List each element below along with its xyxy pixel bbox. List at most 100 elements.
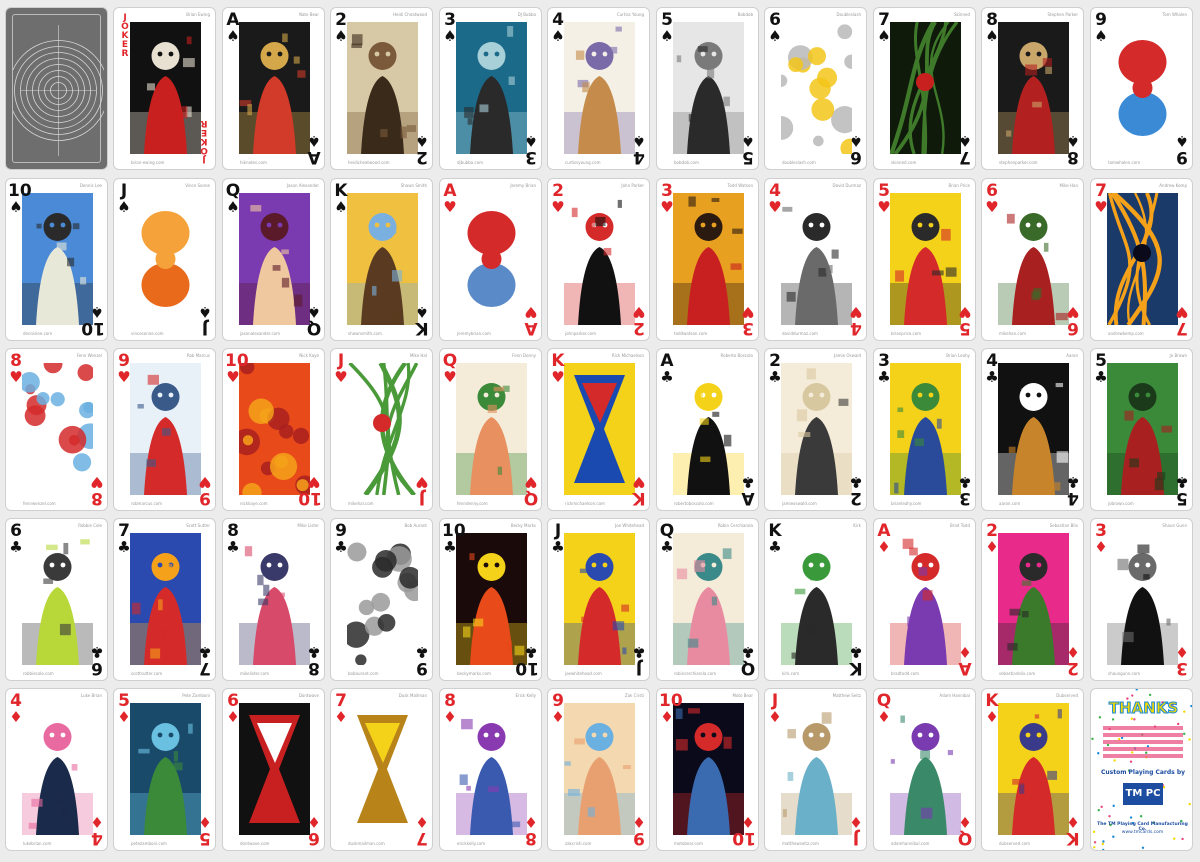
card-6-of-spades[interactable]: Doubleslash doubleslash.com 6 ♠ 6 ♠: [764, 7, 867, 170]
card-index-tl: 9 ♠: [1093, 12, 1109, 44]
card-10-of-spades[interactable]: Dennis Lee dennislee.com 10 ♠ 10 ♠: [5, 178, 108, 341]
card-10-of-diamonds[interactable]: Moto Bear motobear.com 10 ♦ 10 ♦: [656, 688, 759, 851]
card-6-of-diamonds[interactable]: Dontwave dontwave.com 6 ♦ 6 ♦: [222, 688, 325, 851]
card-5-of-spades[interactable]: Bobdob bobdob.com 5 ♠ 5 ♠: [656, 7, 759, 170]
card-7-of-clubs[interactable]: Scott Sutter scottsutter.com 7 ♣ 7 ♣: [113, 518, 216, 681]
card-rank: 10: [659, 691, 683, 711]
card-rank: 7: [118, 521, 130, 541]
artist-site: petezamboni.com: [131, 841, 167, 846]
card-3-of-spades[interactable]: DJ Bubba djbubba.com 3 ♠ 3 ♠: [439, 7, 542, 170]
artist-name: Rob Marcus: [186, 353, 210, 358]
card-3-of-hearts[interactable]: Todd Watson toddwatson.com 3 ♥ 3 ♥: [656, 178, 759, 341]
card-2-of-spades[interactable]: Heidi Cheatwood heidicheatwood.com 2 ♠ 2 ♠: [330, 7, 433, 170]
card-rank: 10: [8, 181, 32, 201]
card-4-of-hearts[interactable]: David Durmaz daviddurmaz.com 4 ♥ 4 ♥: [764, 178, 867, 341]
artist-site: hiknates.com: [240, 160, 267, 165]
card-j-of-spades[interactable]: Vince Sonne vincesonne.com J ♠ J ♠: [113, 178, 216, 341]
card-7-of-spades[interactable]: Skinned skinned.com 7 ♠ 7 ♠: [873, 7, 976, 170]
card-2-of-hearts[interactable]: John Parker johnparker.com 2 ♥ 2 ♥: [547, 178, 650, 341]
artist-site: rickmichaelson.com: [565, 501, 605, 506]
card-k-of-hearts[interactable]: Rick Michaelson rickmichaelson.com K ♥ K ♥: [547, 348, 650, 511]
card-6-of-clubs[interactable]: Robbie Cole robbiecole.com 6 ♣ 6 ♣: [5, 518, 108, 681]
card-index-br: 9 ♦: [631, 813, 647, 848]
card-8-of-hearts[interactable]: Fenn Wenzel fennwenzel.com 8 ♥ 8 ♥: [5, 348, 108, 511]
thanks-card[interactable]: THANKS Custom Playing Cards by TM PC The TM…: [1090, 688, 1193, 851]
card-artwork: [239, 533, 310, 665]
spade-icon: ♠: [632, 132, 646, 150]
card-4-of-clubs[interactable]: Aaron aaron.com 4 ♣ 4 ♣: [981, 348, 1084, 511]
card-back[interactable]: [5, 7, 108, 170]
card-4-of-spades[interactable]: Curtiss Young curtissyoung.com 4 ♠ 4 ♠: [547, 7, 650, 170]
card-3-of-clubs[interactable]: Brian Leahy brianleahy.com 3 ♣ 3 ♣: [873, 348, 976, 511]
card-index-br: 8 ♥: [89, 473, 105, 508]
card-4-of-diamonds[interactable]: Luke Brian lukebrian.com 4 ♦ 4 ♦: [5, 688, 108, 851]
card-8-of-spades[interactable]: Stephen Parker stephenparker.com 8 ♠ 8 ♠: [981, 7, 1084, 170]
card-rank: 3: [878, 351, 890, 371]
club-icon: ♣: [334, 538, 348, 556]
card-index-tl: K ♦: [984, 693, 1000, 725]
card-5-of-diamonds[interactable]: Pete Zamboni petezamboni.com 5 ♦ 5 ♦: [113, 688, 216, 851]
heart-icon: ♥: [334, 368, 348, 386]
card-2-of-clubs[interactable]: Jamie Oswald jamieoswald.com 2 ♣ 2 ♣: [764, 348, 867, 511]
card-rank: Q: [957, 828, 973, 848]
artist-site: adamhannibal.com: [891, 841, 930, 846]
card-9-of-hearts[interactable]: Rob Marcus robmarcus.com 9 ♥ 9 ♥: [113, 348, 216, 511]
card-2-of-diamonds[interactable]: Sebastian Blix sebastianblix.com 2 ♦ 2 ♦: [981, 518, 1084, 681]
artist-site: zakcristi.com: [565, 841, 592, 846]
card-5-of-clubs[interactable]: Jo Brown jobrown.com 5 ♣ 5 ♣: [1090, 348, 1193, 511]
artist-site: vincesonne.com: [131, 331, 164, 336]
card-q-of-spades[interactable]: Jason Alexander jasonalexander.com Q ♠ Q ♠: [222, 178, 325, 341]
card-index-tl: Q ♦: [876, 693, 892, 725]
card-10-of-clubs[interactable]: Becky Marks beckymarks.com 10 ♣ 10 ♣: [439, 518, 542, 681]
card-10-of-hearts[interactable]: Nick Kaye nickkaye.com 10 ♥ 10 ♥: [222, 348, 325, 511]
card-q-of-hearts[interactable]: Fenn Denny fenndenny.com Q ♥ Q ♥: [439, 348, 542, 511]
card-k-of-clubs[interactable]: Kirk kirk.com K ♣ K ♣: [764, 518, 867, 681]
card-index-br: 5 ♥: [957, 303, 973, 338]
card-7-of-diamonds[interactable]: Dusk Mailman duskmailman.com 7 ♦ 7 ♦: [330, 688, 433, 851]
card-j-of-clubs[interactable]: Joe Whitehead joewhitehead.com J ♣ J ♣: [547, 518, 650, 681]
card-a-of-diamonds[interactable]: Brad Todd bradtodd.com A ♦ A ♦: [873, 518, 976, 681]
card-rank: 10: [442, 521, 466, 541]
card-a-of-hearts[interactable]: Jeremy Brian jeremybrian.com A ♥ A ♥: [439, 178, 542, 341]
card-9-of-diamonds[interactable]: Zak Cristi zakcristi.com 9 ♦ 9 ♦: [547, 688, 650, 851]
card-artwork: [890, 363, 961, 495]
card-joker[interactable]: Brian Ewing brian-ewing.com JOKER JOKER: [113, 7, 216, 170]
card-a-of-spades[interactable]: Nate Bear hiknates.com A ♠ A ♠: [222, 7, 325, 170]
card-artwork: [1107, 533, 1178, 665]
card-k-of-diamonds[interactable]: Dubserved dubserved.com K ♦ K ♦: [981, 688, 1084, 851]
card-7-of-hearts[interactable]: Andrew Kemp andrewkemp.com 7 ♥ 7 ♥: [1090, 178, 1193, 341]
card-rank: 6: [769, 10, 781, 30]
club-icon: ♣: [443, 538, 457, 556]
card-k-of-spades[interactable]: Shawn Smith shawnsmith.com K ♠ K ♠: [330, 178, 433, 341]
artist-name: Jason Alexander: [286, 183, 319, 188]
diamond-icon: ♦: [849, 813, 863, 831]
club-icon: ♣: [741, 473, 755, 491]
card-8-of-clubs[interactable]: Mike Lister mikelister.com 8 ♣ 8 ♣: [222, 518, 325, 681]
card-q-of-clubs[interactable]: Robin Cerchiarola robincerchiarola.com Q ♣ Q…: [656, 518, 759, 681]
card-j-of-hearts[interactable]: Mike Hal mikehal.com J ♥ J ♥: [330, 348, 433, 511]
card-index-br: 2 ♦: [1065, 643, 1081, 678]
card-6-of-hearts[interactable]: Mike Han mikehan.com 6 ♥ 6 ♥: [981, 178, 1084, 341]
club-icon: ♣: [985, 368, 999, 386]
heart-icon: ♥: [307, 473, 321, 491]
card-q-of-diamonds[interactable]: Adam Hannibal adamhannibal.com Q ♦ Q ♦: [873, 688, 976, 851]
card-rank: 7: [959, 147, 971, 167]
card-9-of-clubs[interactable]: Bob Aurant bobaurant.com 9 ♣ 9 ♣: [330, 518, 433, 681]
card-index-tl: 7 ♠: [876, 12, 892, 44]
card-a-of-clubs[interactable]: Roberto Boscolo robertoboscolo.com A ♣ A ♣: [656, 348, 759, 511]
artist-name: Becky Marks: [510, 523, 536, 528]
card-j-of-diamonds[interactable]: Matthew Seitz matthewseitz.com J ♦ J ♦: [764, 688, 867, 851]
artist-name: Luke Brian: [80, 693, 102, 698]
spade-icon: ♠: [90, 303, 104, 321]
card-artwork: [890, 193, 961, 325]
card-rank: K: [415, 318, 429, 338]
artist-name: Dusk Mailman: [398, 693, 427, 698]
diamond-icon: ♦: [877, 538, 891, 556]
card-index-tl: Q ♥: [442, 353, 458, 385]
card-3-of-diamonds[interactable]: Shaun Gunn shaungunn.com 3 ♦ 3 ♦: [1090, 518, 1193, 681]
card-9-of-spades[interactable]: Tom Whalen tomwhalen.com 9 ♠ 9 ♠: [1090, 7, 1193, 170]
diamond-icon: ♦: [198, 813, 212, 831]
card-5-of-hearts[interactable]: Brian Price brianprice.com 5 ♥ 5 ♥: [873, 178, 976, 341]
heart-icon: ♥: [741, 303, 755, 321]
card-8-of-diamonds[interactable]: Erick Kelly erickkelly.com 8 ♦ 8 ♦: [439, 688, 542, 851]
